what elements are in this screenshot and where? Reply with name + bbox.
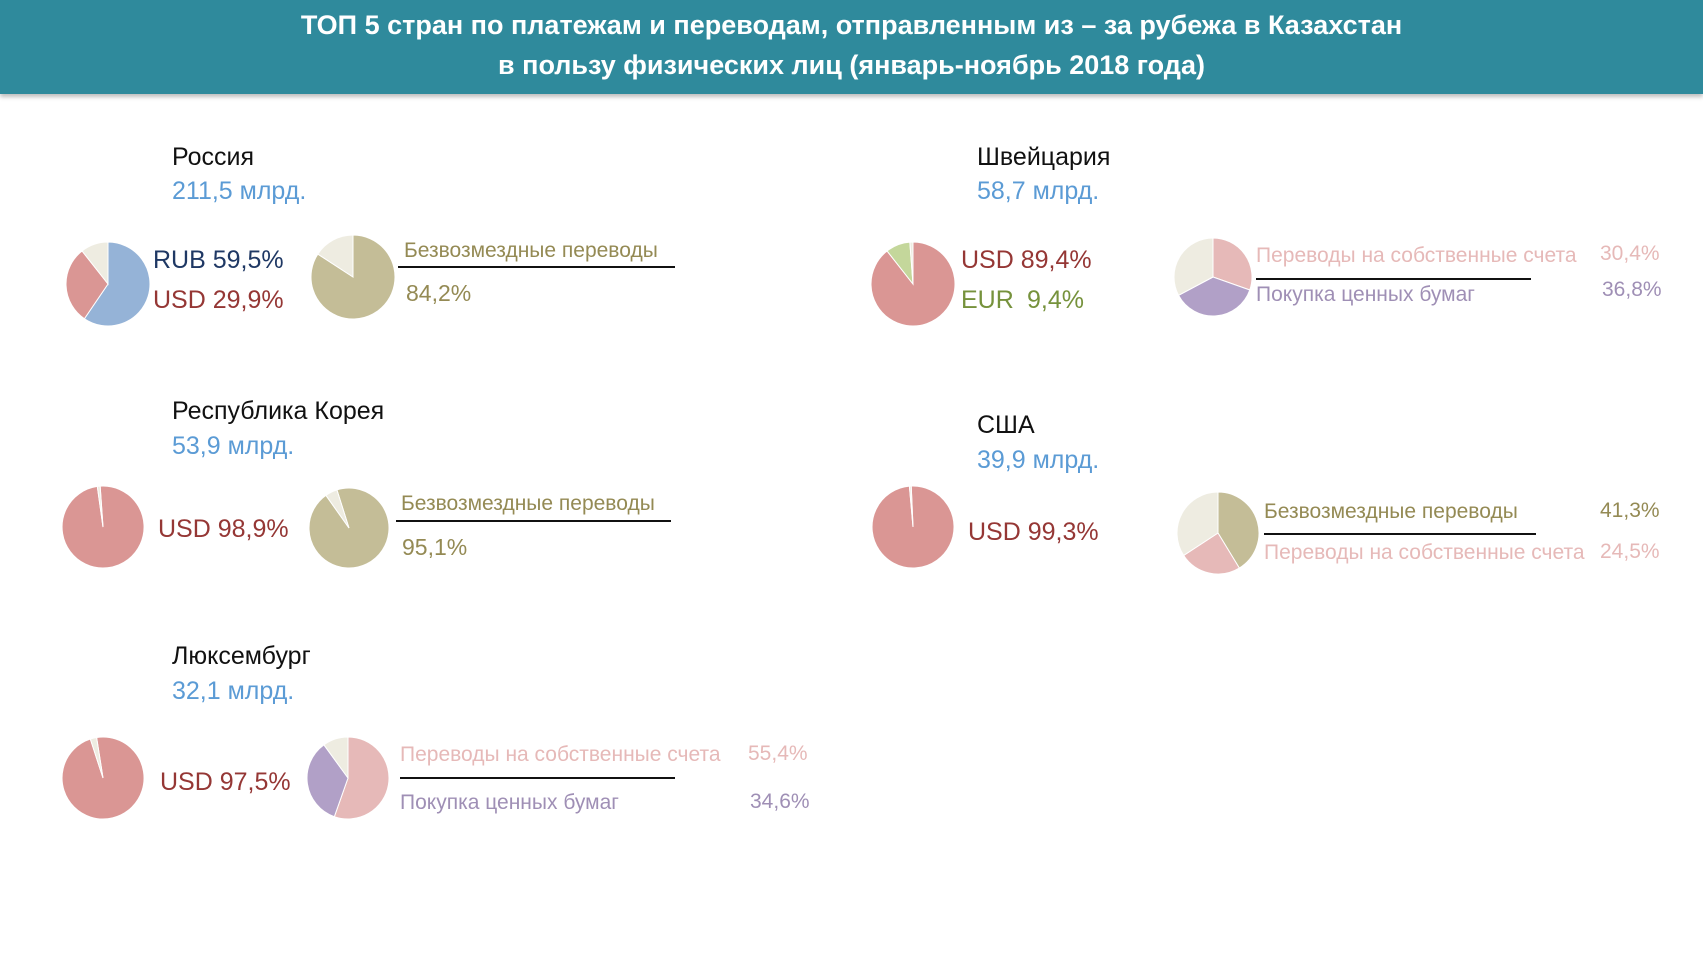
label-switzerland-securities-pct: 36,8%: [1602, 278, 1662, 301]
pie-luxembourg-purpose: [306, 736, 390, 820]
label-russia-gratuitous: Безвозмездные переводы: [404, 239, 658, 262]
divider-russia: [398, 266, 675, 268]
pie-korea-currency: [61, 485, 145, 569]
label-usa-usd: USD 99,3%: [968, 518, 1099, 546]
pie-slice-переводы-на-собственные-счета: [1212, 237, 1253, 291]
label-usa-gratuitous: Безвозмездные переводы: [1264, 500, 1518, 523]
divider-switzerland: [1256, 278, 1531, 280]
country-name-russia: Россия: [172, 143, 254, 171]
amount-russia: 211,5 млрд.: [172, 177, 307, 205]
label-korea-gratuitous-pct: 95,1%: [402, 534, 468, 560]
country-name-luxembourg: Люксембург: [172, 642, 311, 670]
amount-korea: 53,9 млрд.: [172, 432, 295, 460]
pie-slice-usd: [61, 485, 145, 569]
pie-slice-покупка-ценных-бумаг: [1177, 276, 1251, 317]
pie-slice-other: [1176, 491, 1219, 557]
label-russia-usd: USD 29,9%: [153, 286, 284, 314]
divider-usa: [1264, 533, 1536, 535]
label-korea-gratuitous: Безвозмездные переводы: [401, 492, 655, 515]
pie-slice-other: [323, 736, 349, 780]
pie-slice-other: [1173, 237, 1214, 297]
pie-slice-other: [89, 736, 104, 779]
pie-slice-usd: [870, 241, 956, 327]
label-luxembourg-securities: Покупка ценных бумаг: [400, 791, 619, 814]
pie-slice-покупка-ценных-бумаг: [306, 744, 349, 818]
pie-slice-usd: [65, 250, 109, 320]
label-luxembourg-own-accounts-pct: 55,4%: [748, 742, 808, 765]
page-header: ТОП 5 стран по платежам и переводам, отп…: [0, 0, 1703, 94]
amount-luxembourg: 32,1 млрд.: [172, 677, 295, 705]
label-switzerland-usd: USD 89,4%: [961, 246, 1092, 274]
label-luxembourg-own-accounts: Переводы на собственные счета: [400, 743, 721, 766]
pie-slice-переводы-на-собственные-счета: [1182, 532, 1240, 575]
label-switzerland-eur: EUR: [961, 286, 1014, 314]
pie-slice-other: [96, 485, 104, 528]
country-name-switzerland: Швейцария: [977, 143, 1111, 171]
pie-russia-purpose: [310, 234, 396, 320]
pie-switzerland-currency: [870, 241, 956, 327]
label-switzerland-eur-pct: 9,4%: [1027, 286, 1084, 314]
country-name-usa: США: [977, 411, 1035, 439]
label-usa-own-accounts-pct: 24,5%: [1600, 540, 1660, 563]
label-russia-rub: RUB 59,5%: [153, 246, 284, 274]
divider-korea: [396, 520, 671, 522]
title-line-2: в пользу физических лиц (январь-ноябрь 2…: [498, 50, 1205, 80]
label-luxembourg-securities-pct: 34,6%: [750, 790, 810, 813]
label-usa-own-accounts: Переводы на собственные счета: [1264, 541, 1585, 564]
country-name-korea: Республика Корея: [172, 397, 385, 425]
label-switzerland-own-accounts: Переводы на собственные счета: [1256, 244, 1577, 267]
title-line-1: ТОП 5 стран по платежам и переводам, отп…: [300, 10, 1403, 40]
pie-usa-purpose: [1176, 491, 1260, 575]
pie-slice-other: [317, 234, 354, 278]
label-usa-gratuitous-pct: 41,3%: [1600, 499, 1660, 522]
pie-luxembourg-currency: [61, 736, 145, 820]
pie-slice-other: [325, 489, 350, 529]
label-luxembourg-usd: USD 97,5%: [160, 768, 291, 796]
label-switzerland-own-accounts-pct: 30,4%: [1600, 242, 1660, 265]
amount-usa: 39,9 млрд.: [977, 446, 1100, 474]
pie-switzerland-purpose: [1173, 237, 1253, 317]
label-switzerland-securities: Покупка ценных бумаг: [1256, 283, 1475, 306]
pie-slice-other: [909, 241, 914, 285]
pie-usa-currency: [871, 485, 955, 569]
pie-slice-other: [81, 241, 109, 286]
pie-russia-currency: [65, 241, 151, 327]
divider-luxembourg: [400, 777, 675, 779]
pie-slice-rub: [83, 241, 151, 327]
label-korea-usd: USD 98,9%: [158, 515, 289, 543]
pie-korea-purpose: [308, 487, 390, 569]
label-russia-gratuitous-pct: 84,2%: [406, 280, 472, 306]
amount-switzerland: 58,7 млрд.: [977, 177, 1100, 205]
pie-slice-other: [908, 485, 914, 528]
